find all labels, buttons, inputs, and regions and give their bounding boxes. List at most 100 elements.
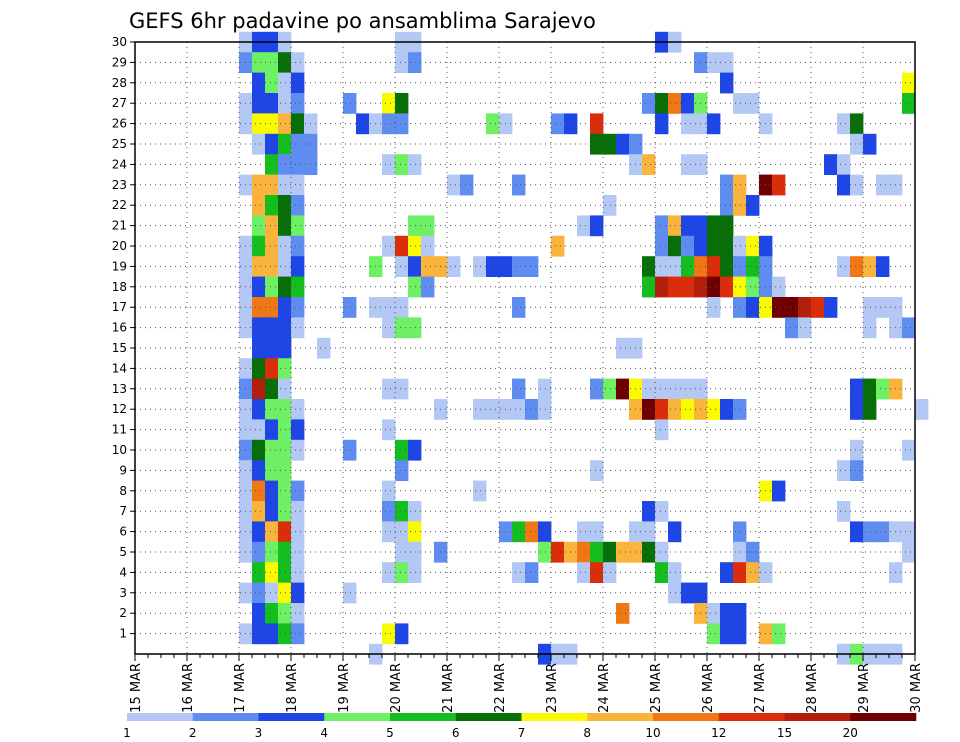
heatmap-cell [278,541,292,563]
heatmap-cell [252,215,266,237]
heatmap-cell [291,603,305,624]
heatmap-cell [915,399,929,420]
heatmap-cell [876,256,890,277]
heatmap-cell [265,582,279,604]
heatmap-cell [720,276,734,298]
y-tick-label: 19 [112,259,127,273]
heatmap-cell [252,52,266,73]
heatmap-cell [746,297,760,318]
heatmap-cell [395,317,409,339]
heatmap-cell [408,521,422,543]
heatmap-cell [291,501,305,522]
heatmap-cell [902,72,916,94]
heatmap-cell [837,154,851,175]
heatmap-cell [460,174,474,196]
heatmap-cell [252,419,266,441]
heatmap-cell [252,276,266,298]
heatmap-cell [291,215,305,237]
heatmap-cell [382,562,396,583]
y-tick-label: 17 [112,300,127,314]
x-tick-label: 26 MAR [701,663,716,713]
heatmap-cell [291,154,305,175]
heatmap-cell [863,521,877,543]
y-tick-label: 26 [112,117,127,131]
heatmap-cell [278,317,292,339]
heatmap-cell [512,378,526,400]
color-legend: 1 2 3 4 5 6 7 8 10 12 15 20 [123,713,917,740]
heatmap-cell [707,113,721,135]
heatmap-cell [252,256,266,277]
y-tick-label: 11 [112,423,127,437]
heatmap-cell [395,623,409,645]
heatmap-cell [733,623,747,645]
heatmap-cell [291,439,305,461]
heatmap-cell [850,378,864,400]
heatmap-cell [642,93,656,114]
heatmap-cell [265,562,279,583]
heatmap-cell [590,562,604,583]
heatmap-cell [395,460,409,481]
heatmap-cell [278,582,292,604]
heatmap-cell [512,562,526,583]
y-tick-label: 24 [112,157,127,171]
heatmap-cell [525,399,539,420]
heatmap-cell [655,501,669,522]
heatmap-cell [642,378,656,400]
heatmap-cell [733,235,747,257]
y-tick-label: 7 [119,504,127,518]
heatmap-cell [850,521,864,543]
heatmap-cell [720,399,734,420]
legend-label: 5 [386,726,394,740]
heatmap-cell [291,521,305,543]
heatmap-cell [863,317,877,339]
x-tick-label: 23 MAR [545,663,560,713]
heatmap-cell [278,72,292,94]
heatmap-cell [642,521,656,543]
heatmap-cell [707,623,721,645]
heatmap-cell [278,174,292,196]
legend-swatch [718,713,785,721]
heatmap-cell [278,603,292,624]
heatmap-cell [837,460,851,481]
heatmap-cell [278,419,292,441]
heatmap-cell [278,562,292,583]
y-tick-label: 9 [119,463,127,477]
heatmap-cell [538,541,552,563]
heatmap-cell [525,521,539,543]
heatmap-cell [590,215,604,237]
heatmap-cell [291,72,305,94]
x-tick-label: 19 MAR [337,663,352,713]
heatmap-cell [720,195,734,216]
heatmap-cell [733,562,747,583]
legend-swatch [455,713,522,721]
heatmap-cell [395,235,409,257]
heatmap-cell [382,623,396,645]
heatmap-cell [343,439,357,461]
heatmap-cell [733,399,747,420]
legend-label: 8 [583,726,591,740]
heatmap-cell [512,521,526,543]
heatmap-cell [642,154,656,175]
heatmap-cell [902,93,916,114]
heatmap-cell [655,378,669,400]
x-tick-label: 18 MAR [285,663,300,713]
heatmap-cell [655,276,669,298]
heatmap-cell [265,276,279,298]
heatmap-cell [278,215,292,237]
heatmap-cell [291,93,305,114]
legend-label: 7 [518,726,526,740]
heatmap-cell [265,439,279,461]
y-tick-label: 3 [119,586,127,600]
heatmap-cell [902,521,916,543]
heatmap-cell [746,235,760,257]
legend-swatch [192,713,259,721]
heatmap-cell [408,52,422,73]
heatmap-cell [252,623,266,645]
heatmap-cell [577,521,591,543]
heatmap-cell [291,623,305,645]
heatmap-cell [252,521,266,543]
heatmap-cell [850,133,864,155]
heatmap-cell [668,256,682,277]
heatmap-cell [343,297,357,318]
